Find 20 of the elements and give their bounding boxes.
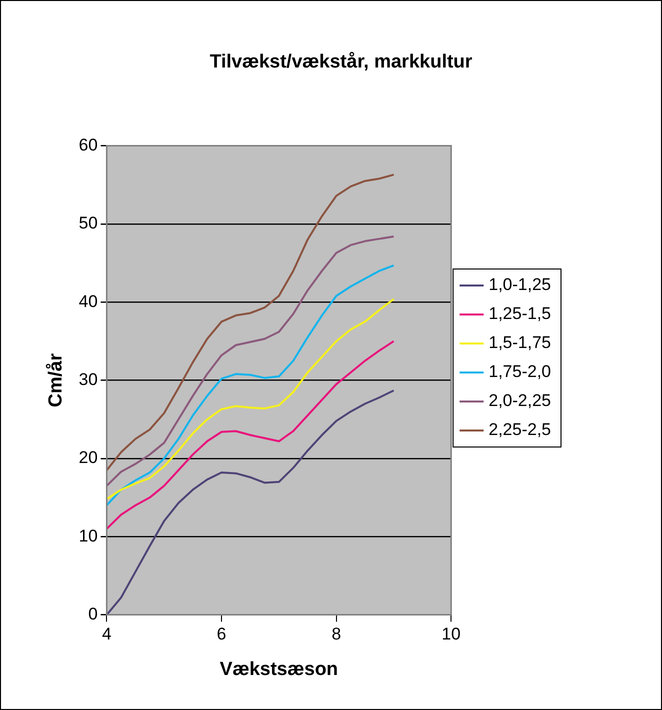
y-tick-label: 20 (78, 448, 98, 468)
x-tick-label: 8 (332, 624, 342, 644)
y-tick-label: 40 (78, 292, 98, 311)
legend-label: 2,0-2,25 (488, 391, 552, 410)
x-tick-label: 4 (102, 624, 112, 644)
y-tick-label: 50 (78, 214, 98, 233)
y-tick-label: 0 (88, 604, 98, 624)
legend-label: 2,25-2,5 (488, 420, 552, 440)
x-axis-title: Vækstsæson (220, 658, 338, 680)
legend-label: 1,0-1,25 (488, 275, 552, 294)
y-tick-label: 60 (78, 135, 98, 154)
y-tick-label: 10 (78, 526, 98, 546)
chart-title: Tilvækst/vækstår, markkultur (210, 52, 473, 73)
legend-label: 1,25-1,5 (488, 304, 552, 324)
x-tick-label: 6 (216, 624, 226, 644)
legend-label: 1,5-1,75 (488, 333, 552, 352)
x-tick-label: 10 (442, 624, 461, 644)
legend-label: 1,75-2,0 (488, 362, 552, 382)
y-axis-title: Cm/år (46, 352, 67, 408)
y-tick-label: 30 (78, 370, 98, 389)
